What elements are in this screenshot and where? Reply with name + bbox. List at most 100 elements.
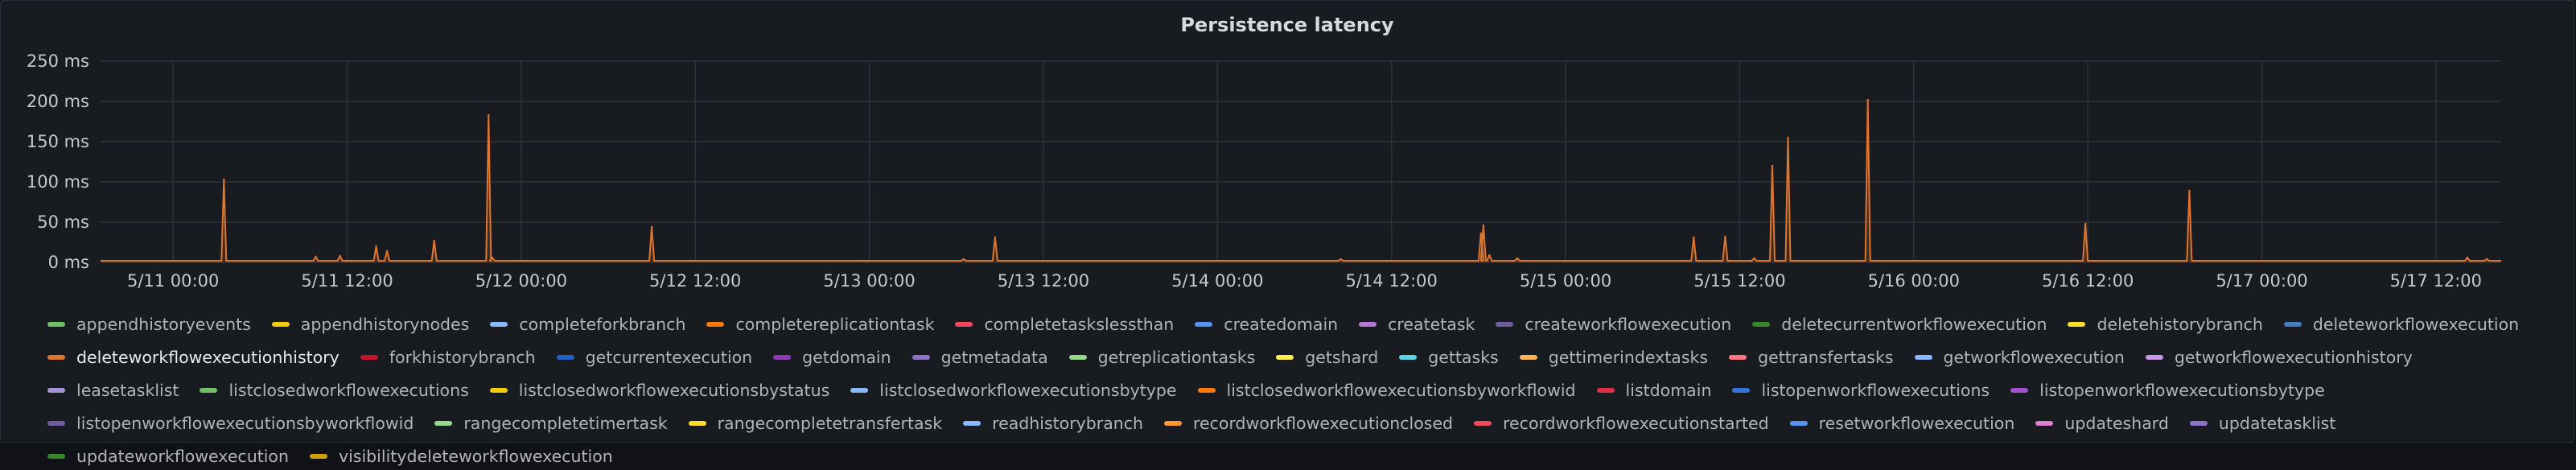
legend-swatch: [2068, 321, 2086, 327]
data-point: [1488, 254, 1491, 257]
legend-item[interactable]: deleteworkflowexecutionhistory: [47, 343, 339, 371]
legend-swatch: [489, 387, 508, 393]
x-tick-label: 5/11 12:00: [301, 271, 393, 291]
legend-label: gettimerindextasks: [1548, 347, 1709, 367]
legend-swatch: [47, 321, 65, 327]
legend-label: visibilitydeleteworkflowexecution: [338, 446, 613, 466]
legend-item[interactable]: visibilitydeleteworkflowexecution: [309, 442, 613, 470]
legend-item[interactable]: appendhistoryevents: [47, 310, 251, 338]
x-tick-label: 5/17 00:00: [2216, 271, 2307, 291]
legend-label: recordworkflowexecutionclosed: [1193, 413, 1454, 433]
legend-swatch: [773, 354, 792, 360]
legend-swatch: [490, 321, 508, 327]
legend-label: listclosedworkflowexecutionsbyworkflowid: [1226, 380, 1576, 400]
data-point: [2084, 222, 2087, 225]
legend-item[interactable]: getdomain: [773, 343, 891, 371]
legend-item[interactable]: listopenworkflowexecutions: [1732, 376, 1990, 404]
legend-item[interactable]: updateshard: [2035, 409, 2169, 437]
legend-item[interactable]: listopenworkflowexecutionsbyworkflowid: [47, 409, 414, 437]
legend-label: getdomain: [802, 347, 891, 367]
legend-item[interactable]: gettasks: [1399, 343, 1499, 371]
legend-label: updateshard: [2064, 413, 2169, 433]
panel-title[interactable]: Persistence latency: [1180, 14, 1394, 36]
legend-label: listopenworkflowexecutions: [1761, 380, 1990, 400]
legend-swatch: [1752, 321, 1771, 327]
legend-label: completeforkbranch: [519, 314, 686, 334]
legend-item[interactable]: leasetasklist: [47, 376, 179, 404]
legend-label: forkhistorybranch: [389, 347, 536, 367]
data-point: [385, 249, 389, 253]
legend-item[interactable]: deletecurrentworkflowexecution: [1752, 310, 2047, 338]
legend-item[interactable]: getworkflowexecution: [1914, 343, 2125, 371]
legend-item[interactable]: listclosedworkflowexecutions: [200, 376, 469, 404]
legend-item[interactable]: forkhistorybranch: [360, 343, 536, 371]
x-tick-label: 5/15 12:00: [1693, 271, 1785, 291]
legend-item[interactable]: resetworkflowexecution: [1789, 409, 2014, 437]
legend-item[interactable]: rangecompletetimertask: [434, 409, 668, 437]
legend-swatch: [2189, 420, 2208, 426]
legend-item[interactable]: createdomain: [1195, 310, 1338, 338]
data-point: [1339, 258, 1342, 261]
data-point: [2466, 256, 2469, 259]
legend-item[interactable]: gettransfertasks: [1729, 343, 1894, 371]
legend-item[interactable]: listclosedworkflowexecutionsbystatus: [489, 376, 829, 404]
x-tick-label: 5/11 00:00: [127, 271, 219, 291]
data-point: [1516, 257, 1519, 260]
legend-item[interactable]: getworkflowexecutionhistory: [2145, 343, 2413, 371]
data-point: [1482, 224, 1485, 227]
series-area: [101, 100, 2501, 262]
legend-item[interactable]: getcurrentexecution: [556, 343, 752, 371]
data-point: [433, 239, 435, 242]
legend-item[interactable]: listdomain: [1596, 376, 1711, 404]
legend-item[interactable]: deletehistorybranch: [2068, 310, 2263, 338]
legend-item[interactable]: createworkflowexecution: [1496, 310, 1731, 338]
series-line[interactable]: [101, 99, 2501, 262]
legend-swatch: [1596, 387, 1615, 393]
legend-item[interactable]: getshard: [1276, 343, 1378, 371]
legend-swatch: [1164, 420, 1183, 426]
data-point: [491, 256, 494, 259]
legend-swatch: [1276, 354, 1294, 360]
legend-label: deletecurrentworkflowexecution: [1781, 314, 2047, 334]
legend-swatch: [1399, 354, 1418, 360]
legend-item[interactable]: completetaskslessthan: [955, 310, 1174, 338]
legend-item[interactable]: listclosedworkflowexecutionsbytype: [850, 376, 1177, 404]
legend-item[interactable]: listclosedworkflowexecutionsbyworkflowid: [1197, 376, 1576, 404]
legend-item[interactable]: appendhistorynodes: [271, 310, 469, 338]
x-tick-label: 5/15 00:00: [1520, 271, 1611, 291]
legend-swatch: [200, 387, 218, 393]
legend-swatch: [1474, 420, 1492, 426]
legend-swatch: [434, 420, 453, 426]
legend-label: listopenworkflowexecutionsbyworkflowid: [76, 413, 414, 433]
data-point: [223, 178, 225, 181]
legend-item[interactable]: updateworkflowexecution: [47, 442, 289, 470]
legend-label: gettransfertasks: [1758, 347, 1894, 367]
legend-item[interactable]: deleteworkflowexecution: [2283, 310, 2519, 338]
data-point: [1753, 257, 1755, 260]
legend-item[interactable]: recordworkflowexecutionstarted: [1474, 409, 1769, 437]
legend-item[interactable]: getmetadata: [911, 343, 1048, 371]
legend-item[interactable]: gettimerindextasks: [1519, 343, 1709, 371]
legend-item[interactable]: completeforkbranch: [490, 310, 685, 338]
legend-item[interactable]: recordworkflowexecutionclosed: [1164, 409, 1453, 437]
legend-item[interactable]: rangecompletetransfertask: [688, 409, 942, 437]
legend: appendhistoryevents appendhistorynodes com…: [47, 310, 2541, 470]
data-point: [994, 236, 997, 239]
legend-item[interactable]: completereplicationtask: [706, 310, 934, 338]
legend-swatch: [309, 453, 327, 459]
legend-swatch: [1197, 387, 1216, 393]
legend-swatch: [271, 321, 290, 327]
legend-label: completetaskslessthan: [984, 314, 1175, 334]
legend-item[interactable]: updatetasklist: [2189, 409, 2335, 437]
data-point: [1479, 232, 1483, 235]
legend-swatch: [47, 453, 65, 459]
legend-item[interactable]: createtask: [1359, 310, 1475, 338]
latency-chart[interactable]: 0 ms 50 ms 100 ms 150 ms 200 ms 250 ms 5/11 00…: [1, 1, 2575, 310]
legend-item[interactable]: readhistorybranch: [963, 409, 1143, 437]
data-point: [962, 258, 965, 261]
x-tick-label: 5/17 12:00: [2390, 271, 2482, 291]
legend-item[interactable]: getreplicationtasks: [1068, 343, 1255, 371]
legend-item[interactable]: listopenworkflowexecutionsbytype: [2010, 376, 2325, 404]
legend-label: createworkflowexecution: [1525, 314, 1732, 334]
data-point: [1787, 136, 1789, 139]
